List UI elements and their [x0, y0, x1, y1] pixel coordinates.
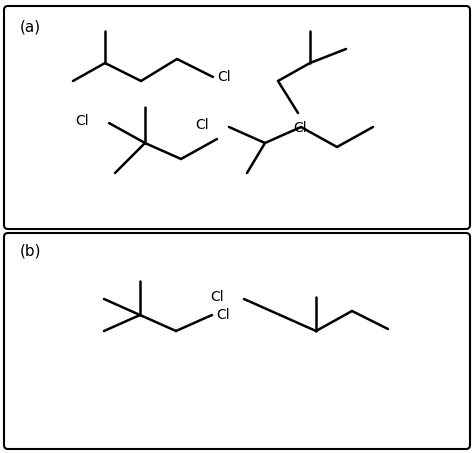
FancyBboxPatch shape — [4, 6, 470, 229]
Text: Cl: Cl — [293, 121, 307, 135]
Text: Cl: Cl — [210, 290, 224, 304]
Text: Cl: Cl — [217, 70, 231, 84]
Text: Cl: Cl — [216, 308, 229, 322]
Text: Cl: Cl — [75, 114, 89, 128]
Text: (a): (a) — [20, 19, 41, 34]
Text: (b): (b) — [20, 243, 42, 258]
Text: Cl: Cl — [195, 118, 209, 132]
FancyBboxPatch shape — [4, 233, 470, 449]
